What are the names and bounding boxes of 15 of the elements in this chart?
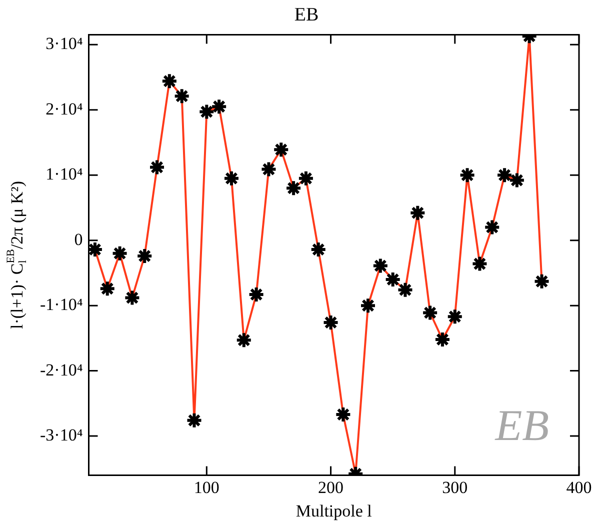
annotation: EB bbox=[494, 400, 549, 450]
y-tick-label: -1·10⁴ bbox=[40, 295, 83, 314]
x-axis-title: Multipole l bbox=[296, 501, 372, 520]
y-tick-label: 1·10⁴ bbox=[46, 164, 83, 184]
x-tick-label: 100 bbox=[194, 478, 220, 497]
x-tick-label: 200 bbox=[318, 478, 344, 497]
y-tick-label: 0 bbox=[74, 230, 83, 249]
y-tick-label: 3·10⁴ bbox=[46, 34, 83, 54]
y-tick-label: -2·10⁴ bbox=[40, 360, 83, 380]
x-tick-label: 300 bbox=[442, 478, 468, 497]
x-tick-label: 400 bbox=[566, 478, 592, 497]
y-tick-label: -3·10⁴ bbox=[40, 426, 83, 445]
chart-title: EB bbox=[294, 4, 319, 26]
y-axis-title: l·(l+1)· ClEB/2π (μ K²) bbox=[5, 180, 29, 329]
y-tick-label: 2·10⁴ bbox=[46, 99, 83, 118]
